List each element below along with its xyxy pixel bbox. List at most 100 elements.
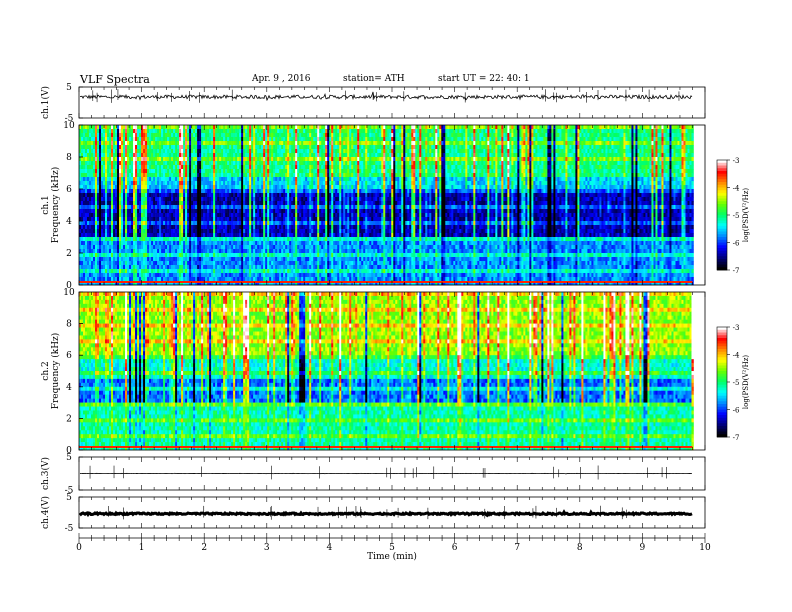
ch1-spectrogram-colorbar-cell [717,229,727,232]
ch2-spectrogram-low-band [79,446,692,448]
ch2-spectrogram-colorbar-cell [717,404,727,407]
ch2-spectrogram-ylabel: Frequency (kHz) [50,333,61,410]
x-tick-label: 2 [201,543,207,553]
ch2-spectrogram-cells [79,292,694,450]
ch2-spectrogram-colorbar-tick-label: -3 [733,324,740,332]
ch1-waveform-ytick-label: 5 [66,83,72,93]
ch2-spectrogram-colorbar-cell [717,393,727,396]
ch2-spectrogram-colorbar-cell [717,415,727,418]
ch1-spectrogram-colorbar-cell [717,251,727,254]
ch3-waveform-series-line [80,473,692,474]
ch1-spectrogram-colorbar-cell [717,240,727,243]
ch1-spectrogram-colorbar-cell [717,168,727,171]
ch1-spectrogram-colorbar-cell [717,188,727,191]
ch2-spectrogram-colorbar-cell [717,333,727,336]
ch3-waveform-ylabel: ch.3(V) [40,457,51,490]
ch1-spectrogram-colorbar-cell [717,232,727,235]
ch1-spectrogram-colorbar-cell [717,210,727,213]
ch4-waveform-ylabel: ch.4(V) [40,496,51,529]
ch1-spectrogram-colorbar-cell [717,185,727,188]
ch2-spectrogram-colorbar-cell [717,401,727,404]
ch1-spectrogram-colorbar-tick-label: -7 [733,267,740,275]
ch1-spectrogram-colorbar-tick-label: -5 [733,212,740,220]
ch2-spectrogram-colorbar-cell [717,363,727,366]
ch1-spectrogram-colorbar-cell [717,201,727,204]
ch1-spectrogram-colorbar-cell [717,207,727,210]
ch1-spectrogram-colorbar-cell [717,177,727,180]
ch2-spectrogram-colorbar-cell [717,396,727,399]
ch1-spectrogram-colorbar-cell [717,212,727,215]
ch1-waveform-ylabel: ch.1(V) [40,86,51,119]
ch2-spectrogram-colorbar-cell [717,335,727,338]
ch1-spectrogram-colorbar-cell [717,171,727,174]
ch3-waveform-ytick-label: 5 [66,453,72,463]
ch2-spectrogram-colorbar-tick-label: -4 [733,352,740,360]
ch1-spectrogram-colorbar-cell [717,237,727,240]
ch2-spectrogram-colorbar-cell [717,357,727,360]
ch2-spectrogram-channel-label: ch.2 [41,361,51,380]
ch2-spectrogram-colorbar-cell [717,390,727,393]
chart-canvas: 5-5ch.1(V)0246810ch.1 Frequency (kHz)-3-4… [0,0,792,612]
ch2-spectrogram-colorbar-cell [717,371,727,374]
ch2-spectrogram-colorbar-cell [717,338,727,341]
x-tick-label: 7 [514,543,520,553]
x-tick-label: 4 [327,543,333,553]
ch2-spectrogram-colorbar-cell [717,399,727,402]
ch1-spectrogram-colorbar-cell [717,221,727,224]
ch2-spectrogram-colorbar-cell [717,388,727,391]
ch1-spectrogram-colorbar-cell [717,218,727,221]
ch1-spectrogram-colorbar-cell [717,259,727,262]
ch1-spectrogram-colorbar-cell [717,234,727,237]
ch1-spectrogram-ytick-label: 8 [66,153,72,163]
x-tick-label: 9 [640,543,646,553]
ch2-spectrogram-colorbar-cell [717,341,727,344]
ch1-spectrogram-colorbar-cell [717,256,727,259]
ch2-spectrogram-colorbar-cell [717,429,727,432]
ch2-spectrogram-colorbar-cell [717,423,727,426]
ch1-spectrogram-colorbar-tick-label: -6 [733,240,740,248]
ch2-spectrogram-colorbar-cell [717,418,727,421]
ch1-spectrogram-colorbar-cell [717,223,727,226]
ch1-spectrogram-ytick-label: 10 [63,121,75,131]
ch2-spectrogram-colorbar-cell [717,327,727,330]
ch1-spectrogram-cells [79,125,694,285]
ch2-spectrogram-colorbar-cell [717,374,727,377]
x-tick-label: 1 [139,543,145,553]
ch1-spectrogram-colorbar-cell [717,174,727,177]
ch1-spectrogram-colorbar-cell [717,182,727,185]
ch2-spectrogram-colorbar-cell [717,410,727,413]
ch2-spectrogram-ytick-label: 6 [66,351,72,361]
ch1-spectrogram-ylabel: Frequency (kHz) [50,167,61,244]
ch2-spectrogram-colorbar-tick-label: -6 [733,407,740,415]
ch2-spectrogram-colorbar-cell [717,346,727,349]
ch1-spectrogram-colorbar-cell [717,190,727,193]
ch2-spectrogram-ytick-label: 8 [66,320,72,330]
ch1-spectrogram-colorbar-cell [717,226,727,229]
ch2-spectrogram-colorbar-cell [717,352,727,355]
ch1-spectrogram-colorbar-cell [717,262,727,265]
ch2-spectrogram-colorbar-cell [717,355,727,358]
ch2-spectrogram-colorbar-cell [717,377,727,380]
ch2-spectrogram-colorbar-cell [717,426,727,429]
ch1-spectrogram-ytick-label: 2 [66,249,72,259]
ch1-spectrogram-colorbar-tick-label: -3 [733,157,740,165]
ch2-spectrogram-colorbar-cell [717,412,727,415]
ch2-spectrogram-colorbar-cell [717,385,727,388]
ch1-spectrogram-colorbar-cell [717,163,727,166]
ch4-waveform-ytick-label: -5 [65,524,74,534]
ch1-spectrogram-colorbar-cell [717,254,727,257]
ch1-spectrogram-colorbar-cell [717,245,727,248]
ch1-spectrogram-colorbar-cell [717,166,727,169]
ch2-spectrogram-colorbar-cell [717,349,727,352]
ch2-spectrogram-colorbar-cell [717,330,727,333]
ch1-spectrogram-colorbar-cell [717,193,727,196]
ch1-spectrogram-colorbar-cell [717,215,727,218]
ch2-spectrogram-colorbar-cell [717,368,727,371]
x-tick-label: 3 [264,543,270,553]
x-tick-label: 8 [577,543,583,553]
ch4-waveform-ytick-label: 5 [66,493,72,503]
ch1-spectrogram-channel-label: ch.1 [41,195,51,214]
ch2-spectrogram-colorbar-cell [717,344,727,347]
x-tick-label: 10 [699,543,711,553]
ch2-spectrogram-colorbar-tick-label: -7 [733,434,740,442]
